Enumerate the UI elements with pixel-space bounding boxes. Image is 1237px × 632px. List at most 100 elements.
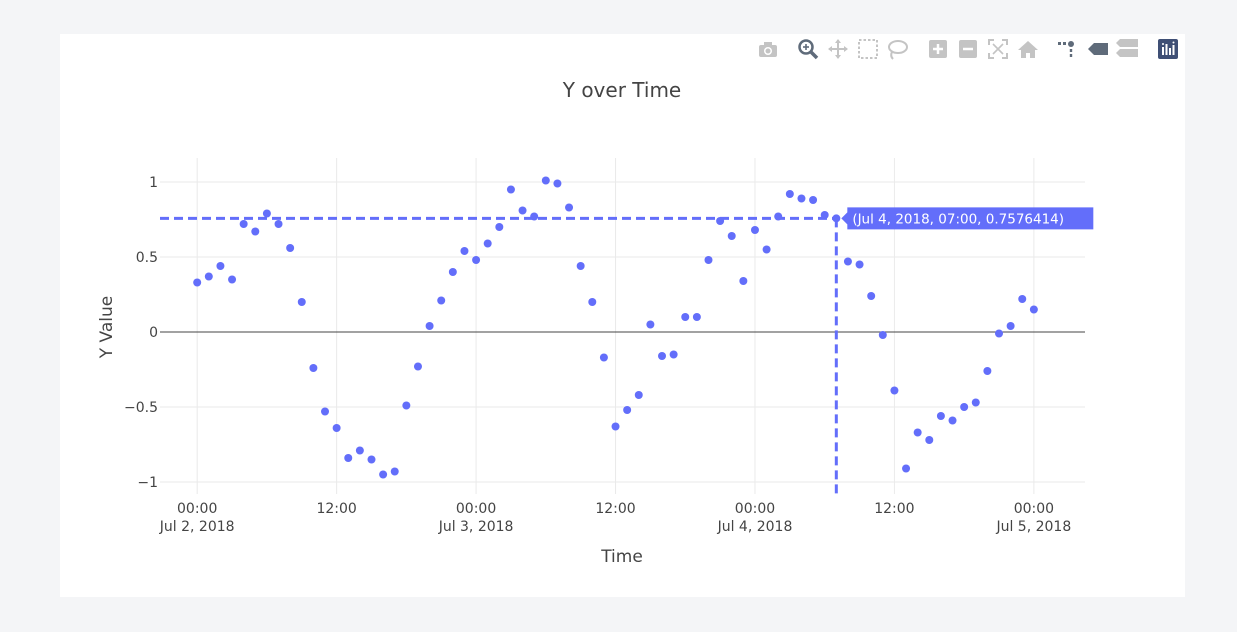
data-point	[704, 256, 713, 264]
data-point	[274, 220, 283, 228]
data-point	[379, 470, 388, 479]
hover-compare-icon[interactable]	[1116, 39, 1138, 57]
data-point	[820, 211, 829, 219]
data-point	[355, 446, 364, 455]
box-select-icon[interactable]	[858, 39, 878, 59]
hover-label-box	[841, 207, 1094, 230]
data-point	[553, 179, 562, 188]
data-point	[309, 364, 318, 372]
data-point	[774, 212, 783, 221]
x-tick-label: 12:00	[316, 501, 356, 517]
data-point	[658, 352, 667, 360]
x-tick-label: 00:00	[1014, 501, 1054, 517]
data-point	[460, 247, 469, 255]
data-point	[878, 331, 887, 339]
data-point	[634, 391, 643, 399]
modebar	[759, 39, 1178, 60]
chart-title: Y over Time	[562, 78, 681, 102]
data-point	[716, 217, 725, 225]
data-point	[1029, 305, 1038, 314]
data-point	[518, 206, 527, 215]
data-point	[286, 244, 295, 252]
y-tick-label: −1	[137, 475, 158, 491]
hover-layer: (Jul 4, 2018, 07:00, 0.7576414)	[841, 207, 1094, 230]
data-point	[506, 185, 515, 194]
x-tick-date-label: Jul 2, 2018	[159, 519, 235, 535]
data-point	[402, 401, 411, 410]
data-point	[623, 406, 632, 414]
y-tick-label: −0.5	[124, 400, 158, 416]
zoom-out-icon[interactable]	[959, 40, 977, 58]
data-point	[646, 320, 655, 329]
plotly-logo-icon[interactable]	[1158, 39, 1178, 59]
data-point	[228, 275, 237, 284]
y-axis-title: Y Value	[97, 296, 117, 359]
data-point	[437, 296, 446, 305]
data-point	[483, 239, 492, 248]
hover-label-text: (Jul 4, 2018, 07:00, 0.7576414)	[852, 211, 1064, 227]
data-point	[809, 196, 818, 204]
zoom-icon[interactable]	[798, 39, 819, 60]
data-point	[321, 407, 330, 416]
data-point	[251, 227, 260, 236]
data-point	[344, 454, 353, 462]
data-point	[472, 256, 481, 264]
lasso-select-icon[interactable]	[888, 40, 908, 60]
data-point	[925, 436, 934, 444]
data-point	[739, 277, 748, 285]
data-point	[762, 245, 771, 254]
data-point	[855, 260, 864, 269]
x-axis-title: Time	[600, 547, 643, 567]
data-point	[1018, 295, 1027, 303]
x-tick-label: 00:00	[735, 501, 775, 517]
data-point	[599, 353, 608, 362]
data-point	[576, 262, 585, 270]
data-point	[413, 362, 422, 371]
autoscale-icon[interactable]	[988, 39, 1008, 59]
x-tick-date-label: Jul 4, 2018	[717, 519, 793, 535]
pan-icon[interactable]	[828, 39, 848, 59]
camera-icon[interactable]	[759, 42, 777, 57]
y-tick-label: 0	[149, 325, 158, 341]
data-point	[867, 292, 876, 300]
x-tick-label: 12:00	[874, 501, 914, 517]
data-point	[843, 257, 852, 266]
data-point	[727, 232, 736, 240]
data-point	[936, 412, 945, 420]
data-point	[948, 416, 957, 425]
data-point	[960, 403, 969, 411]
data-point	[204, 272, 213, 281]
data-point	[983, 367, 992, 375]
points-layer	[193, 176, 1038, 479]
data-point	[971, 398, 980, 407]
data-point	[913, 428, 922, 437]
data-point	[239, 220, 248, 228]
x-tick-label: 00:00	[177, 501, 217, 517]
data-point	[216, 262, 225, 270]
spikelines-icon[interactable]	[1058, 41, 1074, 57]
data-point	[692, 313, 701, 321]
data-point	[448, 268, 457, 276]
data-point	[797, 194, 806, 203]
data-point	[332, 424, 341, 432]
spike-layer	[160, 216, 838, 494]
chart-card	[60, 34, 1185, 597]
data-point	[1006, 322, 1015, 330]
data-point	[832, 214, 841, 223]
x-tick-date-label: Jul 5, 2018	[995, 519, 1071, 535]
zoom-in-icon[interactable]	[929, 40, 947, 58]
hover-closest-icon[interactable]	[1088, 43, 1108, 55]
data-point	[995, 329, 1004, 338]
x-tick-label: 12:00	[595, 501, 635, 517]
data-point	[588, 298, 597, 306]
data-point	[750, 226, 759, 234]
data-point	[890, 386, 899, 395]
data-point	[681, 313, 690, 321]
data-point	[495, 223, 504, 231]
x-tick-label: 00:00	[456, 501, 496, 517]
grid-layer	[160, 158, 1085, 494]
data-point	[785, 190, 794, 198]
data-point	[297, 298, 306, 306]
reset-axes-icon[interactable]	[1018, 41, 1038, 58]
